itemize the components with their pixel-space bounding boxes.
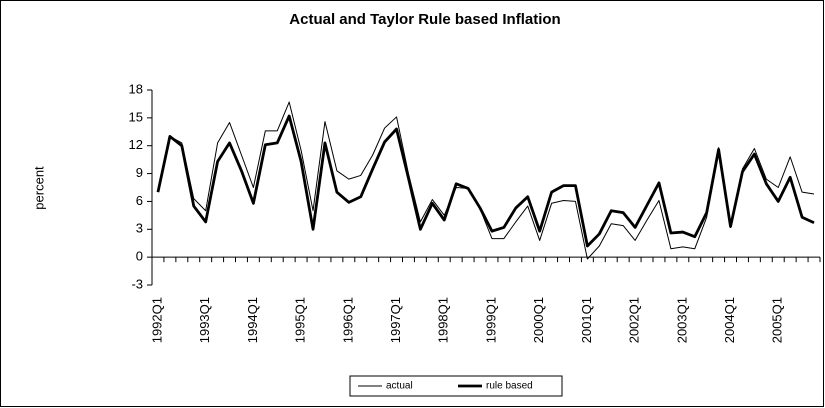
x-tick-label: 1993Q1 [197, 297, 212, 343]
y-tick-label: 12 [129, 137, 143, 152]
x-tick-label: 1998Q1 [436, 297, 451, 343]
x-tick-label: 1995Q1 [293, 297, 308, 343]
x-tick-label: 2003Q1 [674, 297, 689, 343]
y-tick-label: 15 [129, 109, 143, 124]
x-tick-label: 1994Q1 [245, 297, 260, 343]
series-line [157, 101, 815, 260]
y-tick-label: 0 [136, 249, 143, 264]
y-tick-label: -3 [131, 276, 143, 291]
chart-title: Actual and Taylor Rule based Inflation [289, 11, 560, 28]
legend-box [349, 375, 563, 397]
x-tick-label: 2004Q1 [722, 297, 737, 343]
series-line [156, 114, 815, 248]
x-tick-label: 2000Q1 [531, 297, 546, 343]
y-axis-label: percent [31, 166, 46, 210]
x-tick-label: 2002Q1 [627, 297, 642, 343]
y-tick-label: 6 [136, 193, 143, 208]
x-tick-label: 1992Q1 [149, 297, 164, 343]
x-tick-label: 1999Q1 [483, 297, 498, 343]
legend-label: rule based [486, 381, 533, 392]
x-tick-label: 1997Q1 [388, 297, 403, 343]
x-tick-label: 2001Q1 [579, 297, 594, 343]
x-tick-label: 2005Q1 [770, 297, 785, 343]
y-tick-label: 9 [136, 165, 143, 180]
y-tick-label: 3 [136, 221, 143, 236]
x-tick-label: 1996Q1 [340, 297, 355, 343]
legend-label: actual [386, 381, 413, 392]
y-tick-label: 18 [129, 81, 143, 96]
